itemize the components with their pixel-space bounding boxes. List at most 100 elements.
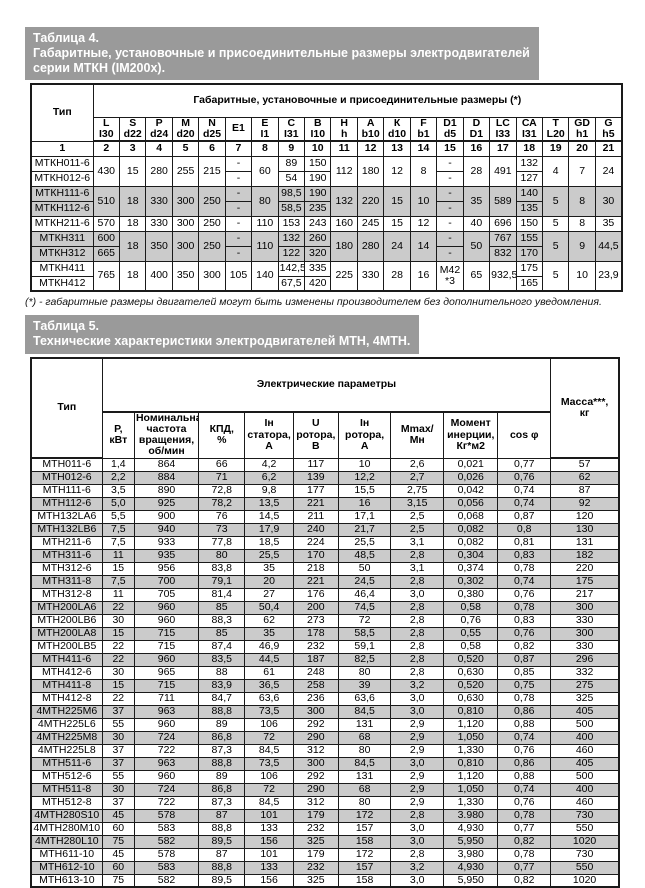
cell: 940 [133, 522, 200, 537]
cell: 37 [101, 743, 135, 758]
cell: 300 [550, 626, 620, 641]
cell: 0,74 [497, 483, 552, 498]
cell: 330 [145, 185, 173, 217]
cell: 180 [330, 230, 358, 262]
cell: 176 [292, 587, 339, 602]
cell: 0,87 [497, 509, 552, 524]
cell: 0,76 [497, 470, 552, 485]
table-row: МТН200LB6 30 960 88,3 62 273 72 2,8 0,76 0,83 330 [30, 613, 620, 628]
cell: 0,74 [497, 730, 552, 745]
cell: 106 [244, 769, 294, 784]
cell: - [224, 170, 253, 187]
cell: 10 [409, 185, 438, 217]
cell: 0,74 [497, 496, 552, 511]
cell: 2,9 [390, 717, 445, 732]
header-cell: С I31 [277, 116, 306, 143]
header-row: 1 2 3 4 5 6 7 8 9 10 11 12 13 14 15 16 17 18 19 20 21 [30, 140, 623, 157]
cell: 35 [594, 215, 623, 232]
cell: 72 [244, 782, 294, 797]
cell: 312 [292, 795, 339, 810]
cell: 260 [304, 230, 332, 247]
cell: 18 [118, 215, 147, 232]
cell: - [436, 245, 464, 262]
cell: 5 [541, 260, 570, 292]
cell: 578 [133, 808, 200, 823]
cell: 48,5 [337, 548, 392, 563]
cell: 7,5 [101, 522, 135, 537]
cell: 120 [550, 509, 620, 524]
cell: 890 [133, 483, 200, 498]
header-cell: LC I33 [489, 116, 517, 143]
cell: 132 [515, 155, 543, 172]
cell: МТН200LA6 [30, 600, 103, 615]
cell: 87,3 [198, 743, 246, 758]
cell: 0,76 [497, 626, 552, 641]
cell: МТН612-10 [30, 860, 103, 875]
cell: 63,6 [244, 691, 294, 706]
header-cell: А b10 [356, 116, 385, 143]
header-cell: Электрические параметры [101, 357, 552, 413]
header-cell: 10 [304, 140, 332, 157]
cell: 46,9 [244, 639, 294, 654]
cell: МТН200LA8 [30, 626, 103, 641]
cell: 665 [92, 245, 120, 262]
cell: 960 [133, 717, 200, 732]
cell: 300 [292, 756, 339, 771]
cell: 62 [550, 470, 620, 485]
header-cell: L I30 [92, 116, 120, 143]
cell: 0,8 [497, 522, 552, 537]
cell: МТН611-10 [30, 847, 103, 862]
cell: 0,86 [497, 756, 552, 771]
cell: 68 [337, 730, 392, 745]
cell: 0,78 [497, 847, 552, 862]
table-row: МТН512-8 37 722 87,3 84,5 312 80 2,9 1,330 0,76 46… [30, 795, 620, 810]
cell: 59,1 [337, 639, 392, 654]
cell: 460 [550, 743, 620, 758]
cell: 30 [594, 185, 623, 217]
cell: 330 [550, 613, 620, 628]
cell: 730 [550, 808, 620, 823]
cell: 84,5 [337, 704, 392, 719]
header-cell: M d20 [171, 116, 200, 143]
cell: 73,5 [244, 704, 294, 719]
cell: 14,5 [244, 509, 294, 524]
cell: 122 [277, 245, 306, 262]
cell: 12 [383, 155, 411, 187]
cell: 3,0 [390, 587, 445, 602]
cell: 8 [568, 185, 596, 217]
cell: 75 [101, 873, 135, 888]
cell: 0,88 [497, 769, 552, 784]
cell: 0,302 [443, 574, 499, 589]
table-row: МТН611-10 45 578 87 101 179 172 2,8 3,980 0,78 730 [30, 847, 620, 862]
cell: 0,630 [443, 665, 499, 680]
cell: 0,78 [497, 561, 552, 576]
cell: 4МТН280L10 [30, 834, 103, 849]
table-row: МТН200LA6 22 960 85 50,4 200 74,5 2,8 0,58 0,78 30… [30, 600, 620, 615]
header-cell: 12 [356, 140, 385, 157]
cell: 5 [541, 215, 570, 232]
cell: 3,0 [390, 691, 445, 706]
header-cell: Iн ротора, А [337, 411, 392, 459]
cell: 933 [133, 535, 200, 550]
cell: 1020 [550, 834, 620, 849]
cell: 2,5 [390, 509, 445, 524]
cell: 0,85 [497, 665, 552, 680]
cell: 2,9 [390, 743, 445, 758]
header-cell: 16 [462, 140, 491, 157]
cell: 133 [244, 860, 294, 875]
cell: МТН311-6 [30, 548, 103, 563]
cell: 300 [171, 185, 200, 217]
specs-table: Тип Электрические параметры Масса***, кг Р,… [30, 356, 620, 888]
cell: 0,83 [497, 548, 552, 563]
cell: 8 [409, 155, 438, 187]
cell: 0,520 [443, 678, 499, 693]
header-cell: Р, кВт [101, 411, 135, 459]
cell: МТКН211-6 [30, 215, 94, 232]
cell: 72 [337, 613, 392, 628]
table-row: МТН412-8 22 711 84,7 63,6 236 63,6 3,0 0,630 0,78… [30, 691, 620, 706]
cell: 350 [145, 230, 173, 262]
cell: МТН512-6 [30, 769, 103, 784]
cell: 6,2 [244, 470, 294, 485]
cell: 84,5 [244, 795, 294, 810]
